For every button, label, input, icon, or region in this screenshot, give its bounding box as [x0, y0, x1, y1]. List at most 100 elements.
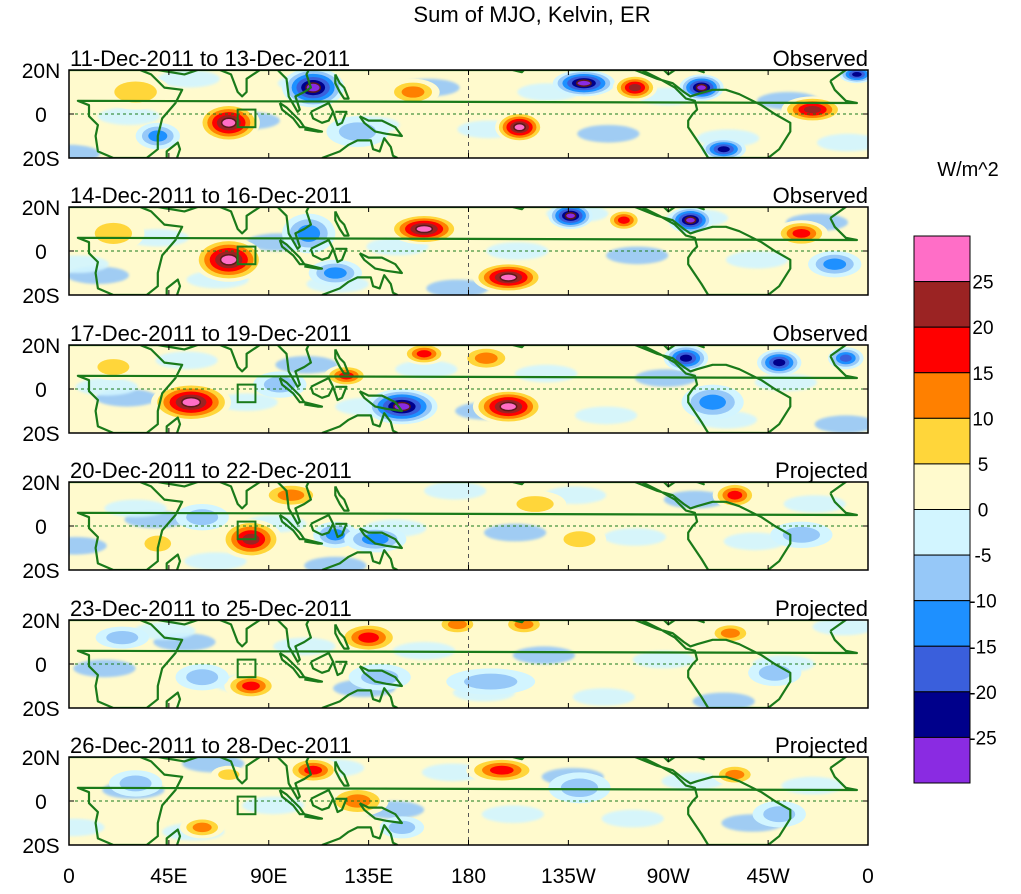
figure-title: Sum of MJO, Kelvin, ER [413, 2, 650, 27]
colorbar-box [913, 417, 971, 465]
anomaly-contour [305, 82, 322, 93]
anomaly-contour [563, 531, 596, 548]
lat-label: 20S [22, 285, 59, 308]
panel-date-range: 20-Dec-2011 to 22-Dec-2011 [70, 458, 352, 483]
map-panel-3: 20N 0 20S 17-Dec-2011 to 19-Dec-2011 Observe… [22, 321, 869, 446]
field-texture [155, 351, 218, 370]
lat-label: 20N [22, 610, 61, 633]
coastline-java [304, 813, 324, 820]
anomaly-contour [720, 628, 740, 638]
lat-label: 20S [22, 835, 59, 858]
field-texture [725, 250, 789, 269]
anomaly-contour [242, 681, 260, 691]
anomaly-contour [617, 216, 630, 224]
coastline-australia [321, 549, 398, 570]
anomaly-contour [499, 273, 518, 282]
field-texture [304, 556, 367, 570]
panel-status: Observed [773, 321, 868, 346]
coastline-centralam [634, 207, 792, 295]
coastline-newguinea [358, 665, 403, 688]
anomaly-contour [338, 122, 377, 141]
lat-label: 20N [22, 747, 61, 770]
anomaly-contour [695, 83, 708, 92]
anomaly-contour [773, 359, 786, 367]
field-texture [395, 360, 458, 379]
coastline-australia [321, 824, 398, 845]
field-texture [723, 532, 786, 551]
anomaly-contour [94, 222, 133, 244]
coastline-arabia [144, 207, 199, 213]
field-texture [816, 133, 868, 152]
coastline-philippines [334, 485, 350, 512]
coastline-indochina [276, 620, 312, 663]
anomaly-contour [186, 509, 219, 526]
coastline-australia [321, 137, 398, 158]
coastline-borneo [309, 513, 335, 536]
field-texture [486, 242, 549, 260]
colorbar-label: 5 [978, 455, 989, 476]
coastline-india [219, 207, 261, 235]
field-texture [632, 650, 695, 669]
coastline-borneo [309, 788, 335, 811]
lat-label: 0 [35, 379, 47, 402]
colorbar-label: 10 [972, 409, 993, 430]
coastlines [69, 345, 859, 433]
region-box [236, 108, 257, 129]
coastline-sulawesi [332, 660, 348, 677]
anomaly-contour [219, 253, 238, 266]
coastline-indochina [276, 345, 312, 388]
coastline-africa [69, 482, 859, 570]
coastline-sumatra [278, 102, 306, 129]
lat-label: 0 [35, 104, 47, 127]
colorbar-label: -20 [969, 683, 996, 704]
lon-label-45w: 45W [747, 865, 790, 888]
coastline-arabia [144, 482, 199, 488]
colorbar: W/m^2 25 20 15 10 5 0 -5 -10 -15 -20 -25 [913, 159, 999, 784]
field-texture [484, 523, 547, 542]
anomaly-contour [304, 765, 323, 775]
coastline-sumatra [278, 239, 306, 266]
field-texture [157, 70, 220, 88]
coastline-centralam [634, 345, 792, 433]
coastline-newguinea [358, 390, 403, 413]
coastline-india [219, 757, 261, 785]
coastline-sulawesi [332, 797, 348, 814]
coastline-indochina [276, 757, 312, 800]
anomaly-contour [717, 146, 730, 153]
colorbar-box [913, 235, 971, 283]
anomaly-contour [97, 359, 130, 375]
panel-status: Projected [775, 458, 868, 483]
coastline-india [219, 345, 261, 373]
coastline-sumatra [278, 789, 306, 816]
panel-status: Projected [775, 733, 868, 758]
field-texture [603, 528, 667, 546]
colorbar-box [913, 691, 971, 738]
lat-label: 0 [35, 791, 47, 814]
lat-label: 20S [22, 560, 59, 583]
coastline-sumatra [278, 652, 306, 679]
lat-label: 20N [22, 60, 61, 83]
anomaly-contour [277, 489, 305, 501]
colorbar-box [913, 736, 971, 784]
coastline-cuba [692, 70, 705, 74]
coastline-indochina [276, 70, 312, 113]
map-panel-2: 20N 0 20S 14-Dec-2011 to 16-Dec-2011 Observe… [22, 183, 869, 308]
coastline-africa [69, 620, 859, 708]
anomaly-contour [513, 122, 526, 132]
field-texture [572, 688, 635, 706]
colorbar-label: 25 [972, 273, 993, 294]
coastline-africa [69, 207, 859, 295]
colorbar-box [913, 281, 971, 328]
coastline-africa [69, 757, 859, 845]
panels-group: 20N 0 20S 11-Dec-2011 to 13-Dec-2011 Observe… [22, 46, 869, 858]
coastline-sulawesi [332, 247, 348, 264]
coastline-india [219, 70, 261, 98]
region-box [236, 245, 257, 266]
coastline-newguinea [358, 527, 403, 550]
coastline-borneo [309, 238, 335, 261]
panel-date-range: 17-Dec-2011 to 19-Dec-2011 [70, 321, 352, 346]
anomaly-contour [186, 669, 219, 686]
panel-status: Observed [773, 46, 868, 71]
